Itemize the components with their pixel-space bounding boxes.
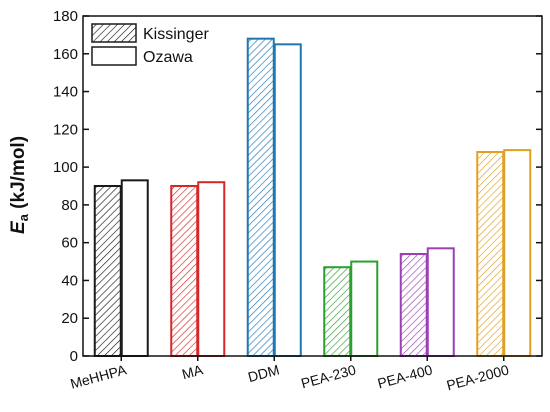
y-axis-label-rest: (kJ/mol) (8, 136, 29, 214)
y-tick-label: 180 (53, 8, 78, 25)
bar-pea-400-kissinger (399, 253, 428, 357)
y-axis-label-main: E (8, 220, 29, 234)
legend-swatch-kissinger (91, 23, 137, 43)
bar-mehhpa-ozawa (120, 179, 149, 357)
x-tick-label: DDM (246, 361, 281, 385)
bar-mehhpa-kissinger (93, 185, 122, 357)
bar-pea-2000-ozawa (503, 149, 532, 357)
bar-pea-400-ozawa (426, 247, 455, 357)
x-tick-label: PEA-400 (376, 361, 434, 391)
y-tick-label: 40 (61, 272, 78, 289)
y-tick-label: 0 (70, 348, 78, 365)
y-tick-label: 20 (61, 310, 78, 327)
legend: Kissinger Ozawa (91, 23, 209, 66)
legend-label-kissinger: Kissinger (143, 26, 209, 43)
legend-swatch-ozawa (91, 46, 137, 66)
y-tick-label: 80 (61, 197, 78, 214)
x-tick-label: PEA-230 (299, 361, 357, 391)
bar-pea-2000-kissinger (476, 151, 505, 357)
x-tick-label: MeHHPA (69, 361, 129, 391)
bars-group (93, 37, 532, 358)
bar-ma-ozawa (197, 181, 226, 357)
bar-pea-230-kissinger (323, 266, 352, 358)
bar-ddm-ozawa (273, 43, 302, 357)
y-axis-label: Ea (kJ/mol) (8, 136, 31, 234)
y-tick-label: 60 (61, 235, 78, 252)
y-axis-label-sub: a (16, 213, 31, 221)
x-tick-label: MA (180, 361, 205, 382)
legend-label-ozawa: Ozawa (143, 49, 193, 66)
y-tick-label: 100 (53, 159, 78, 176)
bar-ma-kissinger (170, 185, 199, 357)
plot-frame (82, 15, 543, 357)
y-tick-label: 120 (53, 121, 78, 138)
bar-ddm-kissinger (246, 37, 275, 358)
y-tick-label: 160 (53, 46, 78, 63)
y-tick-label: 140 (53, 84, 78, 101)
bar-pea-230-ozawa (350, 260, 379, 357)
x-tick-label: PEA-2000 (445, 361, 511, 393)
